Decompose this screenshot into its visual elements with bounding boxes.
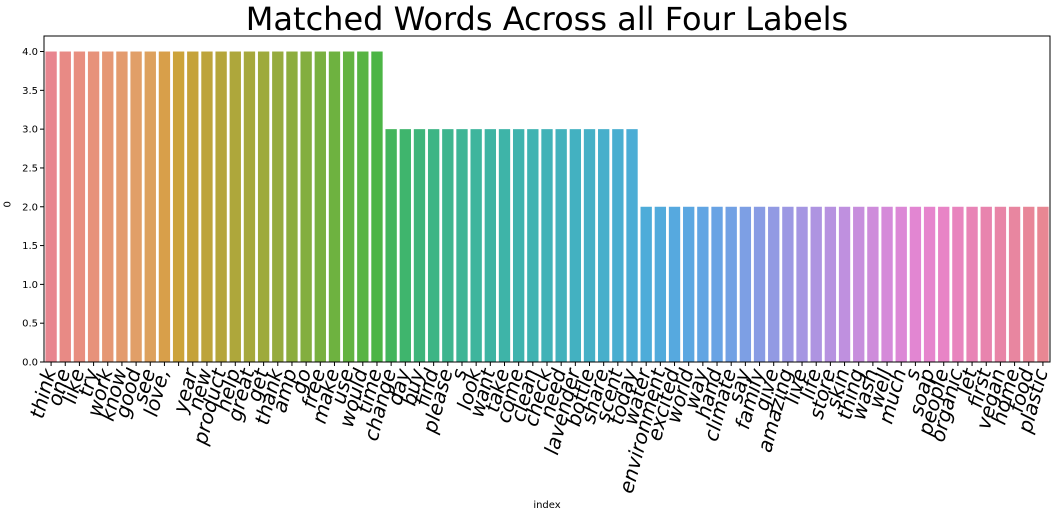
bar-buy-26 — [413, 129, 426, 362]
y-tick-label: 4.0 — [22, 47, 38, 58]
bar-give-51 — [768, 206, 780, 362]
bar-need-36 — [555, 129, 567, 362]
bar-water-42 — [640, 206, 652, 362]
bar-skin-56 — [838, 206, 851, 362]
bar-please-28 — [442, 129, 454, 362]
bars-group — [45, 51, 1049, 363]
bar-check-35 — [541, 129, 553, 362]
bar-people-63 — [938, 206, 950, 362]
x-axis-label: index — [533, 500, 561, 511]
bar-world-45 — [683, 206, 695, 362]
bar-one-1 — [59, 51, 71, 363]
bar-find-27 — [427, 129, 440, 362]
bar-look-30 — [470, 129, 482, 362]
bar-amp-17 — [286, 51, 298, 363]
bar-vegan-67 — [994, 206, 1007, 362]
bar-today-41 — [626, 129, 638, 362]
bar-wash-58 — [867, 206, 879, 362]
bar-store-55 — [824, 206, 837, 362]
y-axis: 0.0 0.5 1.0 1.5 2.0 2.5 3.0 3.5 4.0 — [22, 47, 44, 369]
bar-help-13 — [229, 51, 241, 363]
bar-live-53 — [796, 206, 808, 362]
bar-love,-8 — [158, 51, 171, 363]
bar-work-4 — [102, 51, 114, 363]
bar-time-23 — [371, 51, 383, 363]
bar-well-59 — [881, 206, 893, 362]
bar-thank-16 — [272, 51, 284, 363]
bar-day-25 — [399, 129, 411, 362]
bar-take-32 — [498, 129, 511, 362]
bar-try-3 — [87, 51, 100, 363]
bar-plastic-70 — [1037, 206, 1049, 362]
bar-way-46 — [697, 206, 709, 362]
plot-frame — [43, 35, 1051, 363]
y-tick-label: 0.5 — [22, 319, 38, 330]
x-axis: thinkoneliketryworkknowgoodseelove,yearn… — [25, 362, 1053, 496]
bar-climate-48 — [725, 206, 737, 362]
bar-get-15 — [257, 51, 270, 363]
bar-family-50 — [753, 206, 766, 362]
bar-scent-40 — [612, 129, 624, 362]
bar-make-20 — [328, 51, 341, 363]
y-tick-label: 0.0 — [22, 358, 38, 369]
bar-think-0 — [45, 51, 57, 363]
bar-good-6 — [130, 51, 142, 363]
bar-soap-62 — [923, 206, 936, 362]
bar-would-22 — [357, 51, 369, 363]
bar-environment-43 — [654, 206, 667, 362]
bar-see-7 — [144, 51, 156, 363]
bar-much-60 — [895, 206, 907, 362]
bar-thing-57 — [853, 206, 865, 362]
bar-free-19 — [314, 51, 326, 363]
bar-use-21 — [342, 51, 355, 363]
y-tick-label: 3.5 — [22, 86, 38, 97]
bar-s-61 — [909, 206, 922, 362]
bar-share-39 — [598, 129, 610, 362]
bar-hand-47 — [711, 206, 723, 362]
bar-great-14 — [243, 51, 256, 363]
bar-clean-34 — [527, 129, 539, 362]
bar-come-33 — [512, 129, 525, 362]
bar-say-49 — [739, 206, 752, 362]
bar-s-29 — [456, 129, 468, 362]
bar-bottle-38 — [583, 129, 596, 362]
bar-want-31 — [484, 129, 496, 362]
bar-let-65 — [966, 206, 978, 362]
y-tick-label: 3.0 — [22, 125, 38, 136]
bar-know-5 — [116, 51, 128, 363]
bar-go-18 — [300, 51, 312, 363]
bar-food-69 — [1023, 206, 1035, 362]
bar-excited-44 — [668, 206, 681, 362]
bar-product-12 — [215, 51, 227, 363]
y-tick-label: 1.0 — [22, 280, 38, 291]
y-tick-label: 2.5 — [22, 163, 38, 174]
bar-blank-9 — [172, 51, 185, 363]
bar-like-2 — [73, 51, 86, 363]
chart-title: Matched Words Across all Four Labels — [245, 0, 849, 38]
bar-amazing-52 — [782, 206, 794, 362]
bar-life-54 — [810, 206, 822, 362]
bar-first-66 — [980, 206, 992, 362]
y-tick-label: 2.0 — [22, 202, 38, 213]
bar-organic-64 — [952, 206, 964, 362]
y-tick-label: 1.5 — [22, 241, 38, 252]
bar-lavender-37 — [569, 129, 582, 362]
bar-year-10 — [187, 51, 199, 363]
bar-home-68 — [1008, 206, 1021, 362]
bar-change-24 — [385, 129, 397, 362]
bar-new-11 — [201, 51, 213, 363]
